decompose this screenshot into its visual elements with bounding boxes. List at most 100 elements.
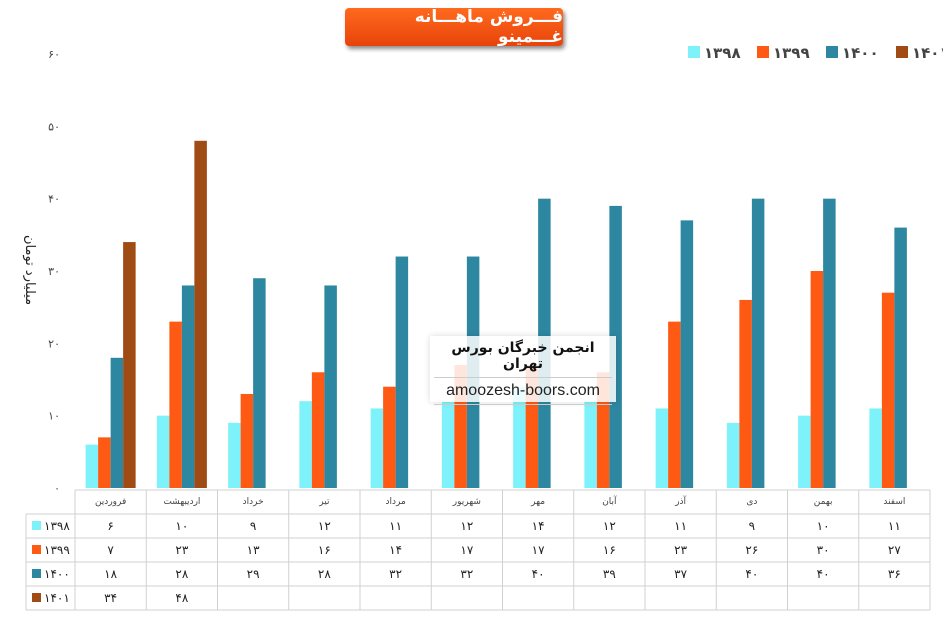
x-tick-label: آبان — [602, 495, 617, 507]
y-tick-label: ۰ — [54, 482, 60, 495]
bar — [85, 444, 99, 488]
table-cell-value: ۱۲ — [603, 519, 616, 533]
x-tick-label: شهریور — [452, 497, 481, 507]
table-series-label: ۱۳۹۹ — [44, 543, 70, 557]
watermark-divider — [434, 404, 612, 405]
table-cell-value: ۱۶ — [318, 543, 331, 557]
legend: ۱۳۹۸ ۱۳۹۹ ۱۴۰۰ ۱۴۰۱ — [688, 44, 943, 62]
table-cell-value: ۱۱ — [674, 519, 687, 533]
bar — [194, 140, 207, 489]
bar — [655, 408, 669, 488]
table-cell-value: ۲۸ — [175, 567, 188, 581]
bar — [311, 372, 325, 488]
x-tick-label: مهر — [530, 497, 545, 507]
table-cell-value: ۱۲ — [460, 519, 473, 533]
table-series-label: ۱۴۰۰ — [44, 567, 70, 581]
y-tick-label: ۲۰ — [48, 337, 60, 350]
table-cell-value: ۱۳ — [247, 543, 260, 557]
bar — [869, 408, 882, 488]
table-legend-swatch — [32, 521, 41, 530]
bar — [668, 321, 681, 488]
table-cell-value: ۱۴ — [389, 543, 402, 557]
bar — [228, 422, 241, 488]
legend-swatch — [896, 46, 908, 58]
watermark-url: amoozesh-boors.com — [446, 382, 600, 399]
bar — [680, 220, 694, 488]
bar — [181, 285, 195, 488]
bar — [894, 227, 907, 488]
bar — [441, 401, 455, 488]
table-cell-value: ۳۲ — [460, 567, 473, 581]
y-axis-ticks: ۰ ۱۰ ۲۰ ۳۰ ۴۰ ۵۰ ۶۰ — [48, 48, 60, 495]
bar — [823, 198, 836, 488]
table-cell-value: ۲۳ — [175, 543, 188, 557]
bar — [110, 357, 124, 488]
legend-label: ۱۳۹۸ — [704, 44, 741, 62]
bar — [123, 242, 136, 488]
table-cell-value: ۹ — [250, 519, 256, 533]
x-tick-label: آذر — [674, 495, 686, 507]
table-cell-value: ۲۸ — [318, 567, 331, 581]
y-tick-label: ۱۰ — [48, 410, 60, 423]
legend-swatch — [757, 46, 769, 58]
table-cell-value: ۳۰ — [817, 543, 830, 557]
table-cell-value: ۱۴ — [532, 519, 545, 533]
watermark-divider — [434, 377, 612, 378]
bar — [253, 278, 266, 488]
chart-title: فـــروش ماهـــانه غـــمینو — [345, 7, 563, 47]
table-cell-value: ۱۷ — [532, 543, 545, 557]
table-cell-value: ۳۴ — [104, 591, 117, 605]
x-tick-label: تیر — [318, 497, 330, 507]
table-cell-value: ۲۳ — [674, 543, 687, 557]
bar — [395, 256, 409, 488]
y-tick-label: ۳۰ — [48, 265, 60, 278]
bars — [85, 140, 907, 489]
bar — [513, 386, 526, 488]
x-tick-label: اردیبهشت — [163, 497, 200, 507]
legend-label: ۱۴۰۱ — [912, 44, 943, 62]
x-tick-label: اسفند — [883, 497, 905, 507]
table-cell-value: ۲۹ — [247, 567, 260, 581]
table-legend-swatch — [32, 593, 41, 602]
bar — [810, 271, 824, 488]
watermark-org-name: انجمن خبرگان بورس تهران — [451, 340, 595, 372]
table-cell-value: ۴۰ — [532, 567, 545, 581]
x-tick-label: مرداد — [385, 497, 405, 507]
table-cell-value: ۱۲ — [318, 519, 331, 533]
watermark: انجمن خبرگان بورس تهران amoozesh-boors.c… — [430, 336, 616, 405]
bar — [240, 393, 254, 488]
bar — [739, 299, 752, 488]
legend-swatch — [826, 46, 838, 58]
table-cell-value: ۲۶ — [745, 543, 758, 557]
table-cell-value: ۳۷ — [674, 567, 687, 581]
table-cell-value: ۳۹ — [603, 567, 616, 581]
table-cell-value: ۶ — [107, 519, 113, 533]
x-tick-label: فروردین — [95, 497, 126, 507]
bar — [751, 198, 765, 488]
table-legend-swatch — [32, 569, 41, 578]
y-tick-label: ۶۰ — [48, 48, 60, 61]
x-tick-label: دی — [746, 497, 757, 507]
bar — [324, 285, 337, 488]
bar — [584, 401, 597, 488]
table-cell-value: ۳۲ — [389, 567, 402, 581]
table-cell-value: ۴۰ — [817, 567, 830, 581]
table-cell-value: ۳۶ — [888, 567, 901, 581]
bar — [370, 408, 384, 488]
bar — [169, 321, 182, 488]
table-cell-value: ۱۰ — [175, 519, 188, 533]
bar — [383, 386, 396, 488]
y-axis-label: میلیارد تومان — [22, 235, 37, 305]
table-cell-value: ۴۸ — [175, 591, 188, 605]
bar — [726, 422, 740, 488]
table-cell-value: ۴۰ — [745, 567, 758, 581]
table-cell-value: ۲۷ — [888, 543, 901, 557]
legend-label: ۱۴۰۰ — [842, 44, 879, 62]
table-cell-value: ۱۷ — [460, 543, 473, 557]
data-table: فروردین اردیبهشت خرداد تیر مرداد شهریور مهر آبا… — [25, 489, 931, 611]
table-cell-value: ۱۱ — [389, 519, 402, 533]
table-cell-value: ۱۰ — [817, 519, 830, 533]
table-series-label: ۱۴۰۱ — [44, 591, 70, 605]
bar — [798, 415, 811, 488]
